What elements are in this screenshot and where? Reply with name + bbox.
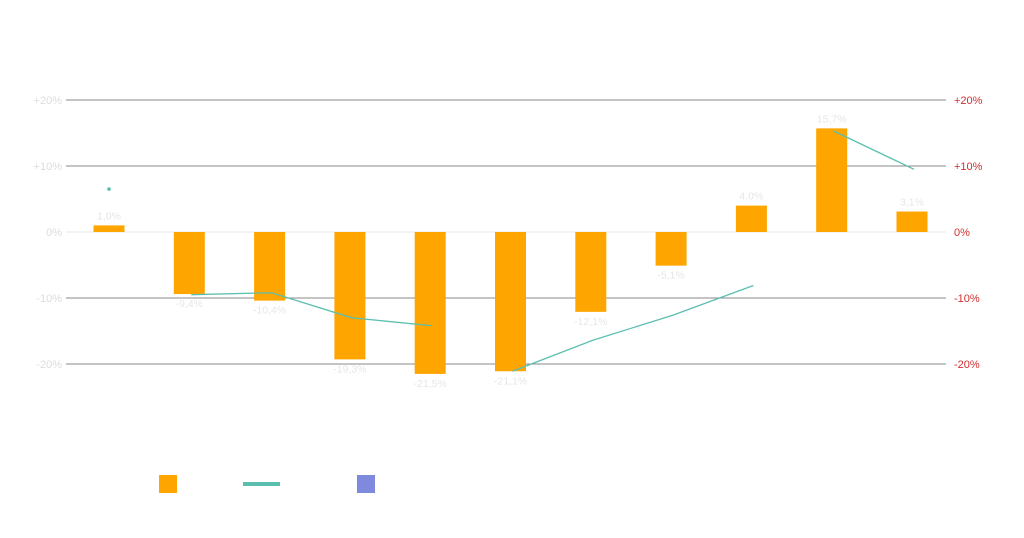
left-tick-label: -10% <box>36 293 62 305</box>
right-tick-label: +20% <box>954 95 983 107</box>
bar-data-label: -9,4% <box>176 298 203 310</box>
bar <box>816 128 848 232</box>
line-series <box>107 130 915 372</box>
right-y-axis: +20% +10% 0% -10% -20% <box>954 95 983 371</box>
left-tick-label: +20% <box>34 95 63 107</box>
line-segment <box>191 292 433 327</box>
bar <box>334 232 366 360</box>
bar-data-label: -5,1% <box>657 270 684 282</box>
right-tick-label: 0% <box>954 227 970 239</box>
bar <box>655 232 687 266</box>
data-labels: 1,0% -9,4% -10,4% -19,3% -21,5% -21,1% -12,1% -… <box>97 113 924 390</box>
bar-data-label: 3,1% <box>900 197 924 209</box>
bar <box>173 232 205 295</box>
legend-line-swatch <box>243 482 280 486</box>
left-tick-label: 0% <box>46 227 62 239</box>
bar-data-label: -21,5% <box>414 378 447 390</box>
legend <box>159 475 375 493</box>
legend-bar-swatch <box>357 475 375 493</box>
bar <box>414 232 446 374</box>
bar-data-label: 15,7% <box>817 113 847 125</box>
bar-data-label: -19,3% <box>333 363 366 375</box>
bar-series <box>93 128 928 374</box>
bar-data-label: -12,1% <box>574 316 607 328</box>
bar-data-label: -21,1% <box>494 375 527 387</box>
bar <box>735 205 767 232</box>
right-tick-label: -10% <box>954 293 980 305</box>
right-tick-label: -20% <box>954 359 980 371</box>
right-tick-label: +10% <box>954 161 983 173</box>
left-tick-label: +10% <box>34 161 63 173</box>
legend-bar-swatch <box>159 475 177 493</box>
left-y-axis: +20% +10% 0% -10% -20% <box>34 95 63 371</box>
bar <box>896 211 928 232</box>
line-segment <box>833 130 915 170</box>
bar-data-label: 4,0% <box>739 191 763 203</box>
line-point <box>107 187 111 191</box>
bar <box>254 232 286 301</box>
bar <box>93 225 125 232</box>
line-segment <box>512 284 754 372</box>
bar-data-label: 1,0% <box>97 210 121 222</box>
left-tick-label: -20% <box>36 359 62 371</box>
bar <box>495 232 526 372</box>
bar-data-label: -10,4% <box>253 305 286 317</box>
bar <box>575 232 607 312</box>
